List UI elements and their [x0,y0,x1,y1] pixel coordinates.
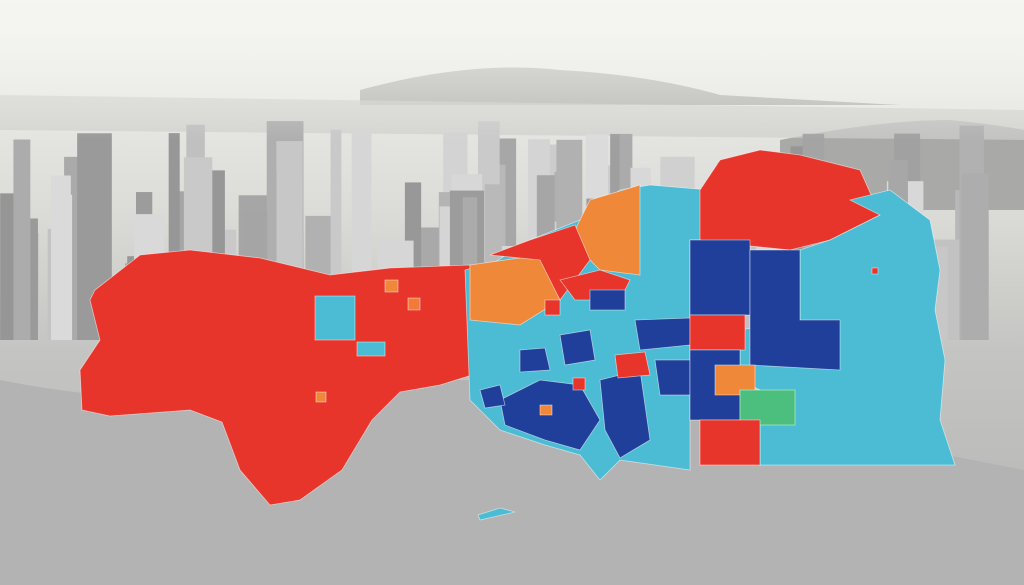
district [544,299,561,316]
district [479,384,506,409]
district [315,391,327,403]
building [330,129,342,340]
district [356,341,386,357]
district [654,359,691,396]
district [539,404,553,416]
region-west [79,249,473,506]
district [589,289,626,311]
district [699,419,761,466]
district [519,347,551,373]
building [961,173,989,340]
building [50,175,71,340]
district [614,351,651,379]
district [79,249,473,506]
region-central [464,184,711,481]
district [689,239,751,316]
district [314,295,356,341]
district [689,314,746,351]
district [384,279,399,293]
district [477,507,516,521]
haze [0,0,1024,140]
district [407,297,421,311]
building [168,133,180,340]
district [572,377,586,391]
district [559,329,596,366]
district [871,267,879,275]
region-east [477,149,956,521]
district [634,317,691,351]
district [739,389,796,426]
building [13,139,31,340]
